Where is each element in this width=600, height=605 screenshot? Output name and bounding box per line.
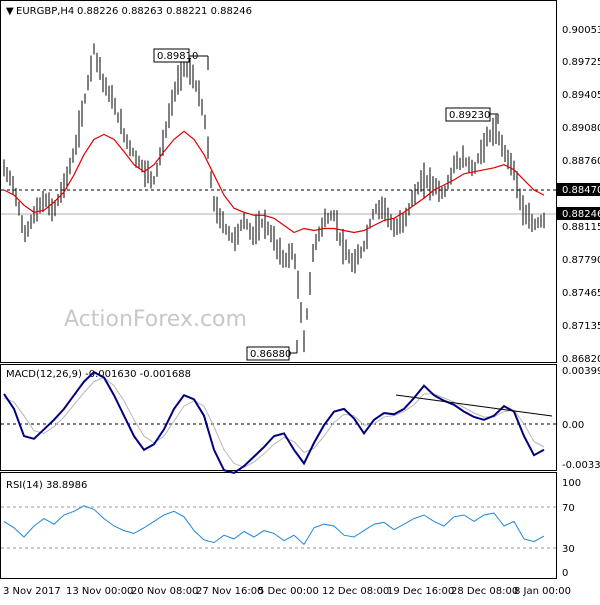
rsi-axis-label: 100: [562, 478, 581, 489]
ohlc-values: 0.88226 0.88263 0.88221 0.88246: [77, 6, 252, 17]
macd-axis-label: 0.003998: [562, 366, 600, 377]
moving-average-line: [3, 130, 545, 234]
macd-signal-line: [3, 376, 545, 469]
time-tick-label: 27 Nov 16:00: [196, 586, 263, 597]
rsi-line: [3, 505, 545, 546]
annotation-high-1: 0.89810: [153, 48, 209, 70]
price-tick-label: 0.89405: [562, 90, 600, 101]
time-tick-label: 20 Nov 08:00: [131, 586, 198, 597]
price-tick-label: 0.88760: [562, 156, 600, 167]
time-tick-label: 5 Dec 00:00: [258, 586, 319, 597]
price-tick-label: 0.86820: [562, 354, 600, 365]
current-price-tag-text: 0.88246: [562, 209, 600, 220]
time-tick-label: 13 Nov 00:00: [66, 586, 133, 597]
symbol-label: EURGBP,H4: [16, 6, 74, 17]
annotation-label-high-2: 0.89230: [449, 110, 490, 121]
price-tick-label: 0.87135: [562, 321, 600, 332]
rsi-axis-label: 30: [562, 544, 575, 555]
rsi-panel[interactable]: [0, 472, 557, 579]
macd-axis-label: -0.003339: [562, 460, 600, 471]
price-tick-label: 0.87465: [562, 288, 600, 299]
time-tick-label: 28 Dec 08:00: [451, 586, 518, 597]
watermark-text: ActionForex.com: [64, 307, 247, 332]
price-tick-label: 0.88115: [562, 222, 600, 233]
time-tick-label: 19 Dec 16:00: [387, 586, 454, 597]
annotation-label-low: 0.86880: [250, 349, 291, 360]
level-price-tag-text: 0.88470: [562, 185, 600, 196]
annotation-low: 0.86880: [246, 340, 298, 361]
macd-axis-label: 0.00: [562, 420, 584, 431]
annotation-high-2: 0.89230: [445, 107, 499, 124]
time-tick-label: 12 Dec 08:00: [322, 586, 389, 597]
macd-trendline[interactable]: [395, 394, 553, 417]
macd-line: [3, 370, 545, 474]
rsi-label: RSI(14) 38.8986: [6, 480, 87, 491]
current-price-tag: 0.88246: [557, 207, 600, 220]
chart-menu-triangle-icon[interactable]: ▼: [6, 6, 14, 17]
time-tick-label: 3 Nov 2017: [3, 586, 61, 597]
annotation-label-high-1: 0.89810: [157, 51, 198, 62]
price-tick-label: 0.89080: [562, 123, 600, 134]
time-tick-label: 8 Jan 00:00: [514, 586, 571, 597]
price-tick-label: 0.90053: [562, 25, 600, 36]
time-axis: 3 Nov 2017 13 Nov 00:00 20 Nov 08:00 27 …: [3, 586, 571, 597]
price-panel[interactable]: [0, 0, 557, 363]
price-tick-label: 0.89725: [562, 57, 600, 68]
price-tick-label: 0.87790: [562, 255, 600, 266]
level-price-tag: 0.88470: [557, 183, 600, 196]
rsi-axis-label: 0: [562, 568, 568, 579]
price-axis: 0.90053 0.89725 0.89405 0.89080 0.88760 …: [562, 25, 600, 365]
rsi-axis-label: 70: [562, 503, 575, 514]
